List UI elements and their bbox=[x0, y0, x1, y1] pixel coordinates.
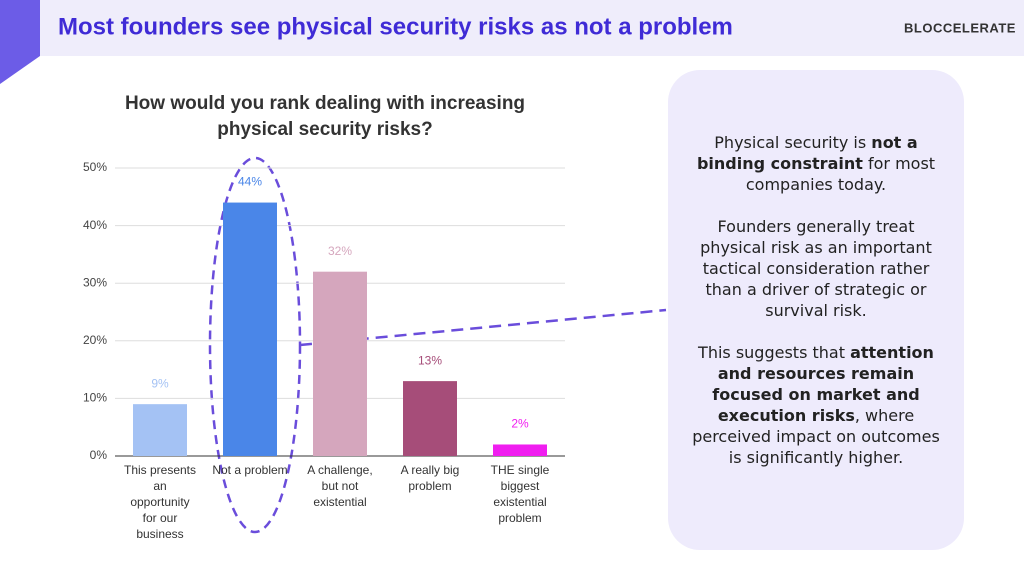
callout-paragraph: This suggests that attention and resourc… bbox=[686, 342, 946, 468]
callout-bold-text: attention and resources remain focused o… bbox=[712, 343, 934, 425]
chart-title: physical security risks? bbox=[217, 119, 432, 140]
y-tick-label: 10% bbox=[83, 391, 107, 405]
value-label: 9% bbox=[151, 376, 169, 390]
x-tick-label: A challenge, but not existential bbox=[307, 463, 372, 509]
y-tick-label: 0% bbox=[90, 448, 108, 462]
y-tick-label: 40% bbox=[83, 218, 107, 232]
callout-text: , where perceived impact on outcomes is … bbox=[692, 406, 940, 467]
x-tick-label: This presents an opportunity for our busines… bbox=[124, 463, 196, 541]
callout-paragraph: Physical security is not a binding const… bbox=[686, 132, 946, 195]
bar bbox=[223, 202, 277, 456]
y-tick-label: 20% bbox=[83, 333, 107, 347]
slide-title: Most founders see physical security risk… bbox=[58, 13, 733, 40]
bar bbox=[493, 444, 547, 456]
value-label: 13% bbox=[418, 353, 442, 367]
bar bbox=[403, 381, 457, 456]
value-label: 32% bbox=[328, 244, 352, 258]
header-bar bbox=[0, 0, 1024, 56]
x-tick-label: A really big problem bbox=[401, 463, 460, 493]
callout-box: Physical security is not a binding const… bbox=[668, 70, 964, 550]
callout-text: This suggests that bbox=[698, 343, 851, 362]
callout-text: for most companies today. bbox=[745, 154, 936, 194]
chart-title: How would you rank dealing with increasi… bbox=[125, 93, 525, 114]
y-tick-label: 30% bbox=[83, 275, 107, 289]
x-tick-label: THE single biggest existential problem bbox=[491, 463, 550, 525]
bar bbox=[133, 404, 187, 456]
corner-accent bbox=[0, 0, 40, 84]
y-tick-label: 50% bbox=[83, 160, 107, 174]
callout-paragraph: Founders generally treat physical risk a… bbox=[686, 216, 946, 321]
logo: BLOCCELERATE bbox=[904, 20, 1016, 35]
callout-text: Founders generally treat physical risk a… bbox=[700, 217, 932, 320]
callout-text: Physical security is bbox=[714, 133, 872, 152]
x-tick-label: Not a problem bbox=[212, 463, 287, 477]
value-label: 44% bbox=[238, 175, 262, 189]
callout-bold-text: not a binding constraint bbox=[696, 133, 918, 173]
bar bbox=[313, 271, 367, 456]
value-label: 2% bbox=[511, 417, 529, 431]
